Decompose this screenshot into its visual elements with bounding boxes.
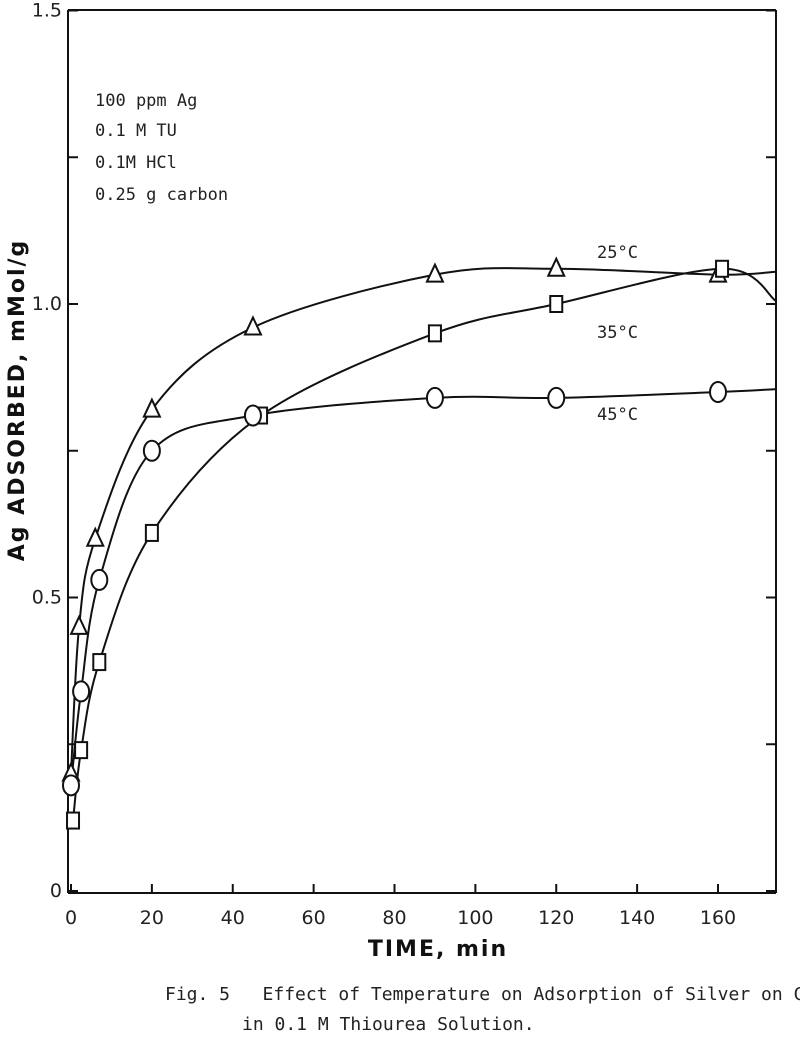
x-tick-label: 120 — [538, 907, 574, 929]
x-tick-label: 20 — [140, 907, 164, 929]
square-marker — [92, 653, 107, 672]
triangle-marker — [425, 262, 445, 283]
square-marker — [427, 324, 442, 343]
triangle-marker — [142, 397, 162, 418]
x-axis-title: TIME, min — [368, 937, 508, 962]
series-label-45c: 45°C — [597, 405, 638, 425]
caption-line-2: in 0.1 M Thiourea Solution. — [242, 1014, 535, 1035]
data-markers — [61, 256, 730, 830]
x-tick-label: 100 — [457, 907, 493, 929]
circle-marker — [142, 439, 161, 462]
x-tick-label: 160 — [700, 907, 736, 929]
fit-curves — [70, 267, 777, 821]
circle-marker — [90, 568, 109, 591]
y-tick-label: 0 — [50, 880, 62, 902]
condition-line-2: 0.1 M TU — [95, 121, 177, 141]
fit-curve-square — [72, 267, 777, 821]
x-tick-label: 0 — [65, 907, 77, 929]
series-label-25c: 25°C — [597, 243, 638, 263]
fit-curve-triangle — [70, 267, 777, 774]
circle-marker — [62, 774, 80, 797]
square-marker — [66, 811, 81, 830]
x-tick-label: 60 — [302, 907, 326, 929]
series-label-35c: 35°C — [597, 323, 638, 343]
tick-labels: 0 20 40 60 80 100 120 140 160 0 0.5 1.0 1.5 — [32, 0, 736, 929]
axes — [67, 9, 777, 894]
triangle-marker — [85, 526, 105, 547]
square-marker — [144, 523, 159, 542]
triangle-marker — [243, 315, 263, 336]
square-marker — [715, 259, 730, 278]
square-marker — [74, 741, 89, 760]
conditions-note: 100 ppm Ag 0.1 M TU 0.1M HCl 0.25 g carb… — [95, 91, 228, 205]
circle-marker — [425, 386, 444, 409]
circle-marker — [709, 381, 727, 404]
y-axis-title: Ag ADSORBED, mMol/g — [5, 239, 30, 562]
condition-line-1: 100 ppm Ag — [95, 91, 197, 111]
circle-marker — [243, 404, 262, 427]
x-tick-label: 40 — [221, 907, 245, 929]
y-tick-label: 0.5 — [32, 587, 62, 609]
caption-line-1: Fig. 5 Effect of Temperature on Adsorpti… — [165, 984, 800, 1005]
circle-marker — [72, 680, 91, 703]
x-tick-label: 140 — [619, 907, 655, 929]
square-marker — [549, 295, 564, 313]
triangle-marker — [69, 614, 89, 635]
y-tick-label: 1.0 — [32, 293, 62, 315]
y-tick-label: 1.5 — [32, 0, 62, 22]
x-tick-label: 80 — [382, 907, 406, 929]
condition-line-3: 0.1M HCl — [95, 153, 177, 173]
condition-line-4: 0.25 g carbon — [95, 185, 228, 205]
triangle-marker — [546, 256, 566, 277]
circle-marker — [547, 386, 566, 409]
fit-curve-circle — [70, 388, 777, 786]
